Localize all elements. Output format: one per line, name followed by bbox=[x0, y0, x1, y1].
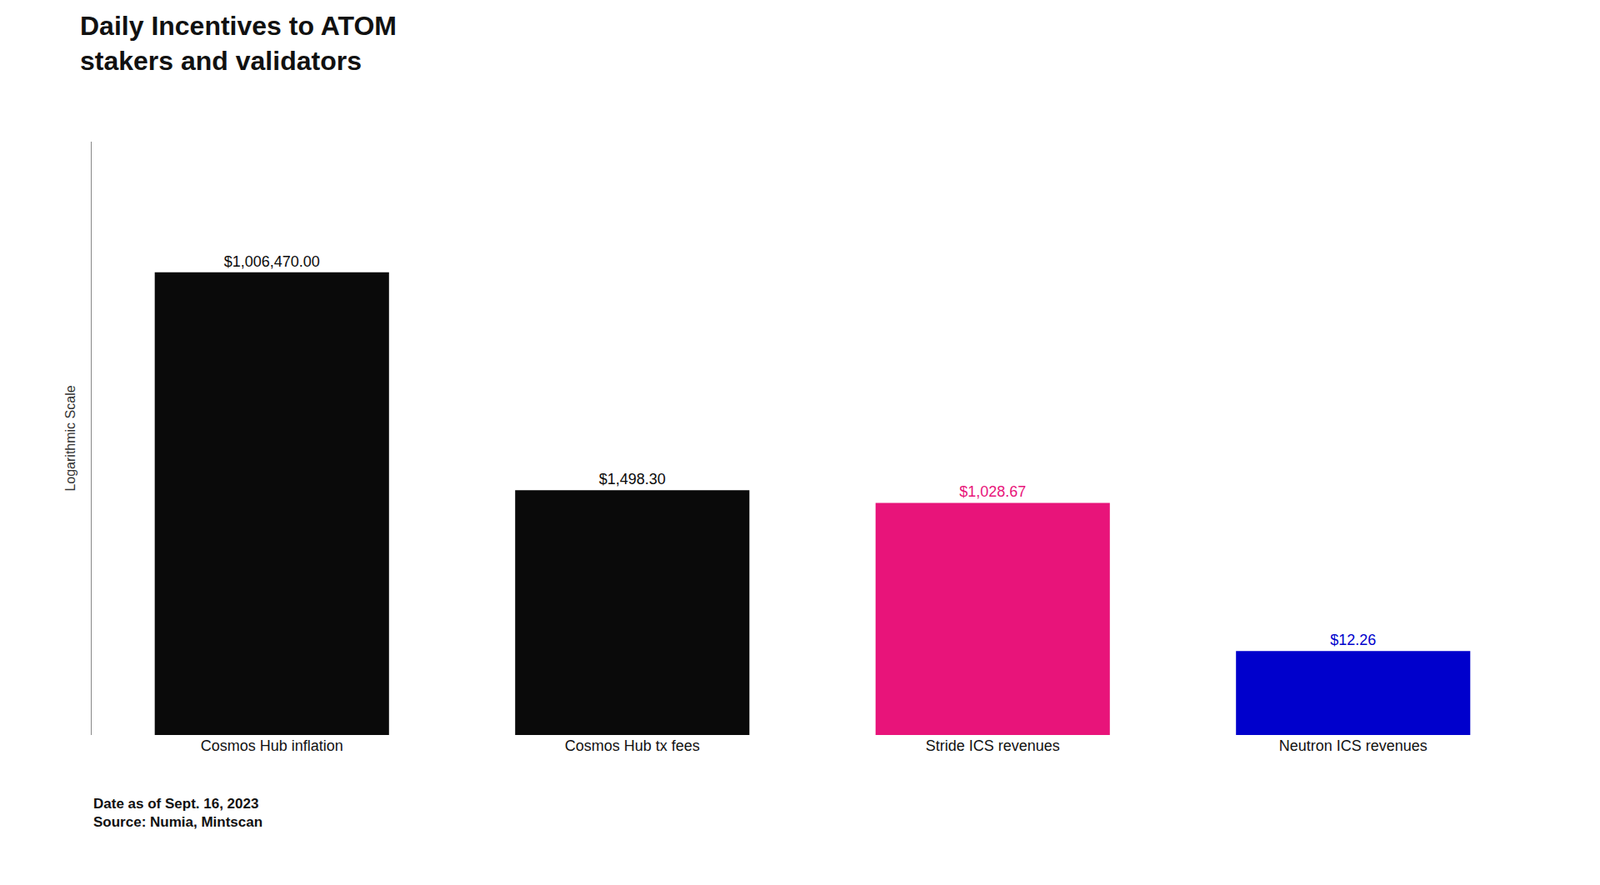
svg-text:Neutron ICS revenues: Neutron ICS revenues bbox=[1279, 737, 1428, 755]
svg-text:Logarithmic Scale: Logarithmic Scale bbox=[63, 385, 78, 491]
svg-text:Stride ICS revenues: Stride ICS revenues bbox=[925, 737, 1060, 755]
svg-text:Cosmos Hub tx fees: Cosmos Hub tx fees bbox=[565, 737, 700, 755]
svg-text:Date as of Sept. 16, 2023Sourc: Date as of Sept. 16, 2023Source: Numia, … bbox=[93, 795, 263, 830]
svg-text:$1,028.67: $1,028.67 bbox=[959, 483, 1026, 500]
svg-text:Cosmos Hub inflation: Cosmos Hub inflation bbox=[200, 737, 344, 755]
svg-text:Daily Incentives to ATOMstaker: Daily Incentives to ATOMstakers and vali… bbox=[80, 10, 397, 76]
svg-text:$1,498.30: $1,498.30 bbox=[599, 470, 666, 488]
svg-text:$12.26: $12.26 bbox=[1330, 631, 1376, 649]
svg-text:$1,006,470.00: $1,006,470.00 bbox=[224, 253, 320, 270]
